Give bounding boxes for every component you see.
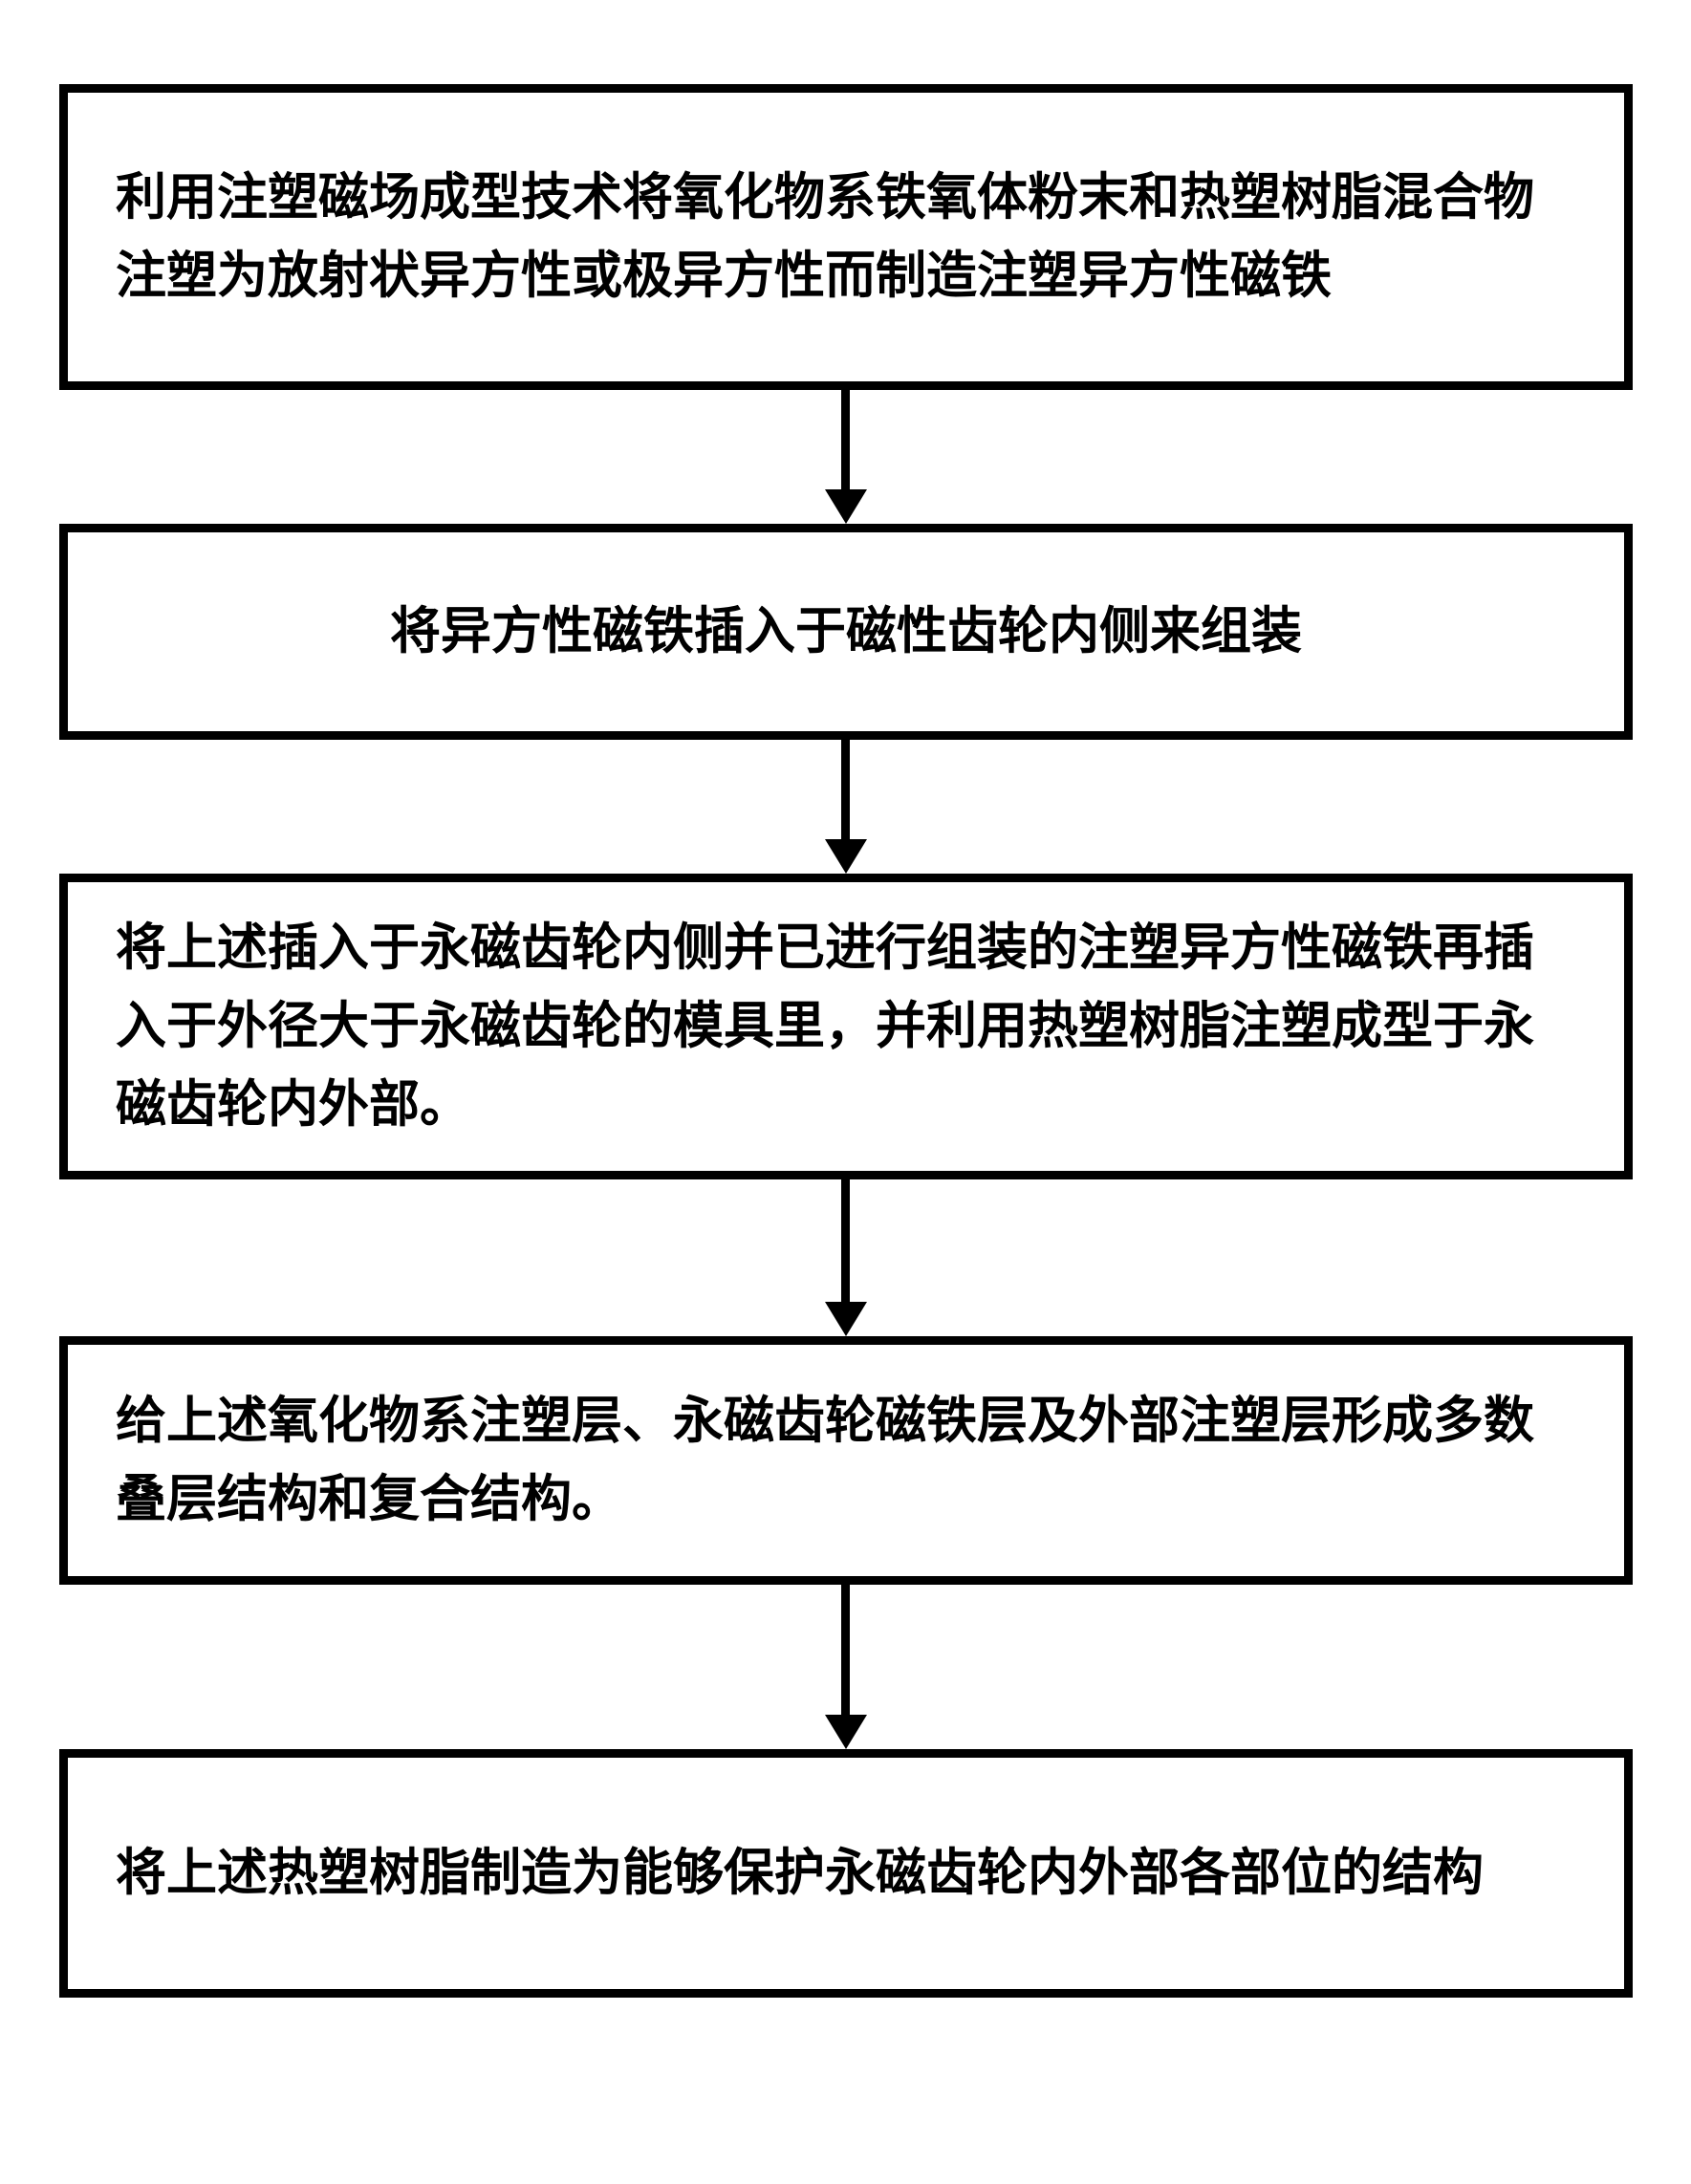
arrow-3-head xyxy=(825,1302,867,1336)
flow-step-1: 利用注塑磁场成型技术将氧化物系铁氧体粉末和热塑树脂混合物注塑为放射状异方性或极异… xyxy=(59,84,1633,390)
arrow-2-line xyxy=(841,740,850,839)
arrow-1-head xyxy=(825,489,867,524)
flow-step-4-text: 给上述氧化物系注塑层、永磁齿轮磁铁层及外部注塑层形成多数叠层结构和复合结构。 xyxy=(116,1382,1576,1539)
flow-step-5-text: 将上述热塑树脂制造为能够保护永磁齿轮内外部各部位的结构 xyxy=(116,1834,1484,1913)
arrow-4-line xyxy=(841,1585,850,1715)
arrow-2-head xyxy=(825,839,867,874)
flow-step-2-text: 将异方性磁铁插入于磁性齿轮内侧来组装 xyxy=(390,593,1302,671)
flow-step-5: 将上述热塑树脂制造为能够保护永磁齿轮内外部各部位的结构 xyxy=(59,1749,1633,1998)
arrow-3-line xyxy=(841,1179,850,1302)
flow-step-3: 将上述插入于永磁齿轮内侧并已进行组装的注塑异方性磁铁再插入于外径大于永磁齿轮的模… xyxy=(59,874,1633,1179)
flow-step-1-text: 利用注塑磁场成型技术将氧化物系铁氧体粉末和热塑树脂混合物注塑为放射状异方性或极异… xyxy=(116,159,1576,315)
flow-step-4: 给上述氧化物系注塑层、永磁齿轮磁铁层及外部注塑层形成多数叠层结构和复合结构。 xyxy=(59,1336,1633,1585)
flow-step-2: 将异方性磁铁插入于磁性齿轮内侧来组装 xyxy=(59,524,1633,740)
arrow-1-line xyxy=(841,390,850,489)
flow-step-3-text: 将上述插入于永磁齿轮内侧并已进行组装的注塑异方性磁铁再插入于外径大于永磁齿轮的模… xyxy=(116,909,1576,1144)
flowchart-container: 利用注塑磁场成型技术将氧化物系铁氧体粉末和热塑树脂混合物注塑为放射状异方性或极异… xyxy=(0,0,1691,2184)
arrow-4-head xyxy=(825,1715,867,1749)
